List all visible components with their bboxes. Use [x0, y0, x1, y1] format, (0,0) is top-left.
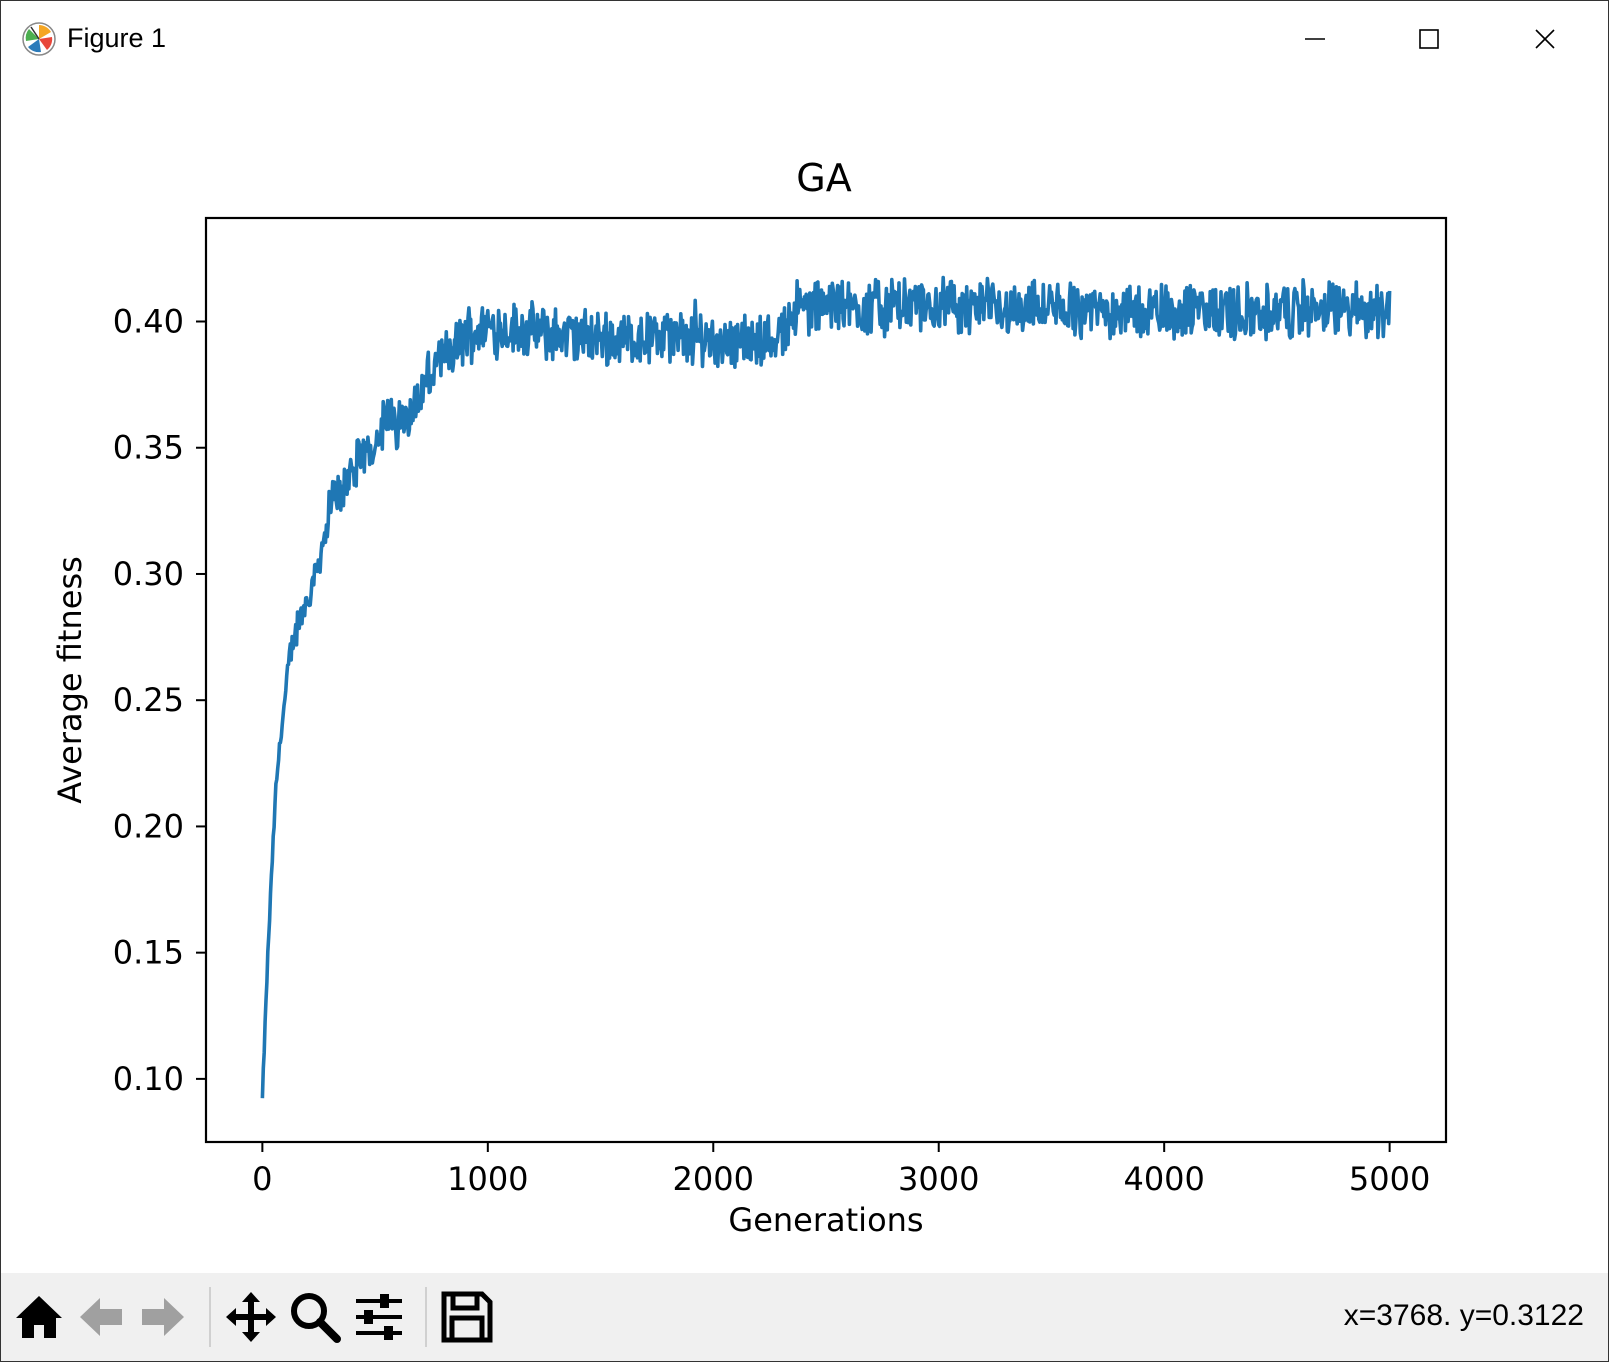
navigation-toolbar: x=3768. y=0.3122 [1, 1273, 1608, 1361]
x-tick-label: 0 [252, 1160, 272, 1198]
maximize-button[interactable] [1399, 19, 1459, 59]
x-tick-label: 1000 [447, 1160, 528, 1198]
y-tick-label: 0.20 [113, 807, 184, 845]
figure-svg: GA 0 1000 2000 3000 4000 5000 0.10 0.15 0.20 0.2… [51, 156, 1448, 1239]
back-icon [80, 1298, 122, 1336]
y-tick-label: 0.10 [113, 1060, 184, 1098]
back-button[interactable] [73, 1287, 129, 1347]
x-tick-label: 5000 [1349, 1160, 1430, 1198]
cursor-coordinates: x=3768. y=0.3122 [1343, 1299, 1584, 1332]
minimize-button[interactable] [1285, 19, 1345, 59]
close-icon [1535, 29, 1555, 49]
pan-icon [226, 1292, 276, 1342]
axes-frame [204, 216, 1448, 1144]
maximize-icon [1419, 29, 1439, 49]
forward-icon [142, 1298, 184, 1336]
save-icon [441, 1291, 493, 1343]
configure-subplots-button[interactable] [351, 1287, 407, 1347]
x-axis-label: Generations [728, 1201, 923, 1239]
y-tick-label: 0.40 [113, 303, 184, 341]
x-tick-label: 2000 [673, 1160, 754, 1198]
data-layer [260, 275, 1392, 1099]
x-tick-label: 4000 [1123, 1160, 1204, 1198]
y-tick-label: 0.35 [113, 429, 184, 467]
x-tick-label: 3000 [898, 1160, 979, 1198]
home-button[interactable] [11, 1287, 67, 1347]
zoom-button[interactable] [287, 1287, 343, 1347]
y-tick-label: 0.30 [113, 555, 184, 593]
x-axis-ticks: 0 1000 2000 3000 4000 5000 [252, 1142, 1430, 1198]
y-tick-label: 0.15 [113, 934, 184, 972]
series-line [260, 275, 1392, 1099]
chart-title: GA [796, 156, 851, 200]
y-tick-label: 0.25 [113, 681, 184, 719]
configure-subplots-icon [356, 1294, 402, 1340]
forward-button[interactable] [135, 1287, 191, 1347]
home-icon [16, 1296, 62, 1338]
close-button[interactable] [1515, 19, 1575, 59]
plot-canvas[interactable]: GA 0 1000 2000 3000 4000 5000 0.10 0.15 0.20 0.2… [1, 79, 1608, 1273]
toolbar-separator [425, 1287, 427, 1347]
pan-button[interactable] [223, 1287, 279, 1347]
title-bar[interactable]: Figure 1 [1, 1, 1608, 79]
zoom-icon [291, 1293, 341, 1343]
toolbar-separator [209, 1287, 211, 1347]
y-axis-ticks: 0.10 0.15 0.20 0.25 0.30 0.35 0.40 [113, 303, 206, 1098]
minimize-icon [1305, 38, 1325, 40]
matplotlib-icon [22, 22, 56, 56]
window-title: Figure 1 [67, 23, 167, 53]
save-button[interactable] [439, 1287, 495, 1347]
y-axis-label: Average fitness [51, 556, 89, 804]
